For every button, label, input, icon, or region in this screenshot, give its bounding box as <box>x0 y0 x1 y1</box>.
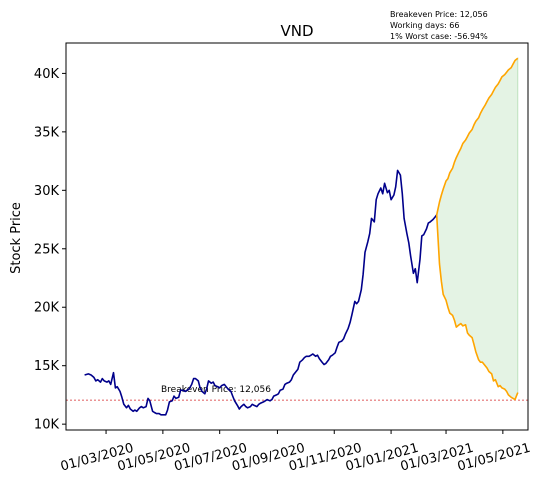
info-line-3: 1% Worst case: -56.94% <box>390 32 488 41</box>
y-tick-label: 10K <box>34 418 60 433</box>
y-tick-label: 35K <box>34 125 60 140</box>
info-line-1: Breakeven Price: 12,056 <box>390 10 488 19</box>
breakeven-label: Breakeven Price: 12,056 <box>161 385 271 395</box>
info-line-2: Working days: 66 <box>390 21 459 30</box>
lower-scenario-line <box>435 214 519 401</box>
y-tick-label: 20K <box>34 301 60 316</box>
y-tick-label: 40K <box>34 67 60 82</box>
y-tick-label: 25K <box>34 242 60 257</box>
y-axis-label: Stock Price <box>9 202 24 274</box>
y-tick-label: 30K <box>34 184 60 199</box>
plot-frame <box>65 42 529 431</box>
forecast-band <box>436 57 519 401</box>
upper-scenario-line <box>435 57 519 216</box>
price-history-line <box>84 169 438 416</box>
y-tick-label: 15K <box>34 359 60 374</box>
chart-title: VND <box>280 22 313 40</box>
plot-area <box>66 57 528 416</box>
